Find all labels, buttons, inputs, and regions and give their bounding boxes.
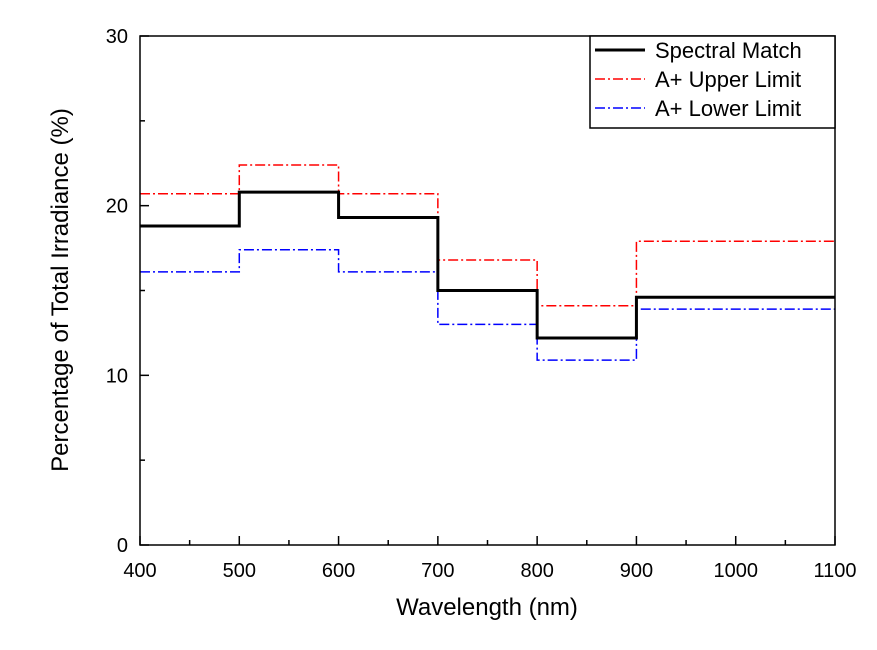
legend: Spectral Match A+ Upper Limit A+ Lower Lim…	[589, 35, 836, 129]
x-tick-label: 600	[322, 560, 355, 582]
x-tick-label: 1100	[813, 560, 856, 582]
x-tick-label: 500	[223, 560, 256, 582]
x-tick-label: 800	[520, 560, 553, 582]
series-line-1	[140, 164, 835, 307]
x-tick-label: 900	[620, 560, 653, 582]
legend-label: Spectral Match	[655, 38, 802, 63]
y-axis-label: Percentage of Total Irradiance (%)	[47, 108, 74, 472]
y-tick-label: 30	[106, 26, 128, 48]
series-line-2	[140, 249, 835, 361]
legend-label: A+ Upper Limit	[655, 67, 801, 92]
x-tick-label: 1000	[713, 560, 758, 582]
series-layer	[140, 164, 835, 361]
series-line-0	[140, 190, 835, 340]
x-tick-label: 400	[123, 560, 156, 582]
x-axis-label: Wavelength (nm)	[396, 594, 578, 621]
y-tick-label: 10	[106, 365, 128, 387]
y-tick-label: 20	[106, 196, 128, 218]
y-tick-label: 0	[117, 535, 128, 557]
x-tick-label: 700	[421, 560, 454, 582]
ticks-layer: 400 500 600 700 800 900 1000 1100 0 10 20 30	[106, 26, 857, 582]
legend-label: A+ Lower Limit	[655, 96, 801, 121]
